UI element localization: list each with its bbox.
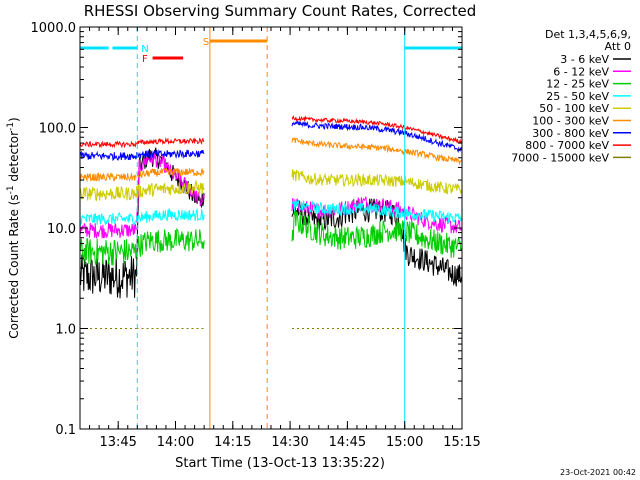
series-line-4-0 [79, 186, 137, 202]
legend-label-7: 800 - 7000 keV [525, 139, 609, 152]
flag-label-2: F [142, 54, 148, 65]
legend-label-0: 3 - 6 keV [560, 53, 609, 66]
legend-header-1: Det 1,3,4,5,6,9, [545, 28, 631, 41]
series-line-5-1 [136, 167, 205, 179]
series-line-7-0 [79, 140, 137, 149]
series-5 [79, 137, 463, 183]
series-line-2-2 [291, 210, 463, 258]
axis-layer: 1000.0 100.0 10.0 1.0 0.1 13:45 14:00 14:15 14:3… [31, 21, 481, 450]
x-tick-label-6: 15:15 [443, 435, 480, 450]
series-7 [79, 114, 463, 149]
x-tick-label-2: 14:15 [214, 435, 251, 450]
series-line-1-0 [79, 222, 137, 239]
series-line-3-2 [291, 198, 463, 224]
y-tick-label-1: 100.0 [39, 122, 76, 137]
series-6 [79, 119, 463, 162]
y-axis-label-main: Corrected Count Rate (s [7, 194, 21, 338]
series-line-0-0 [79, 254, 137, 299]
legend-label-6: 300 - 800 keV [532, 127, 609, 140]
flag-layer: NF S [79, 27, 463, 429]
y-tick-label-4: 0.1 [55, 423, 76, 438]
series-line-6-0 [79, 150, 137, 162]
legend-label-4: 50 - 100 keV [539, 102, 609, 115]
series-line-5-0 [79, 172, 137, 183]
series-layer [79, 114, 463, 329]
x-axis-label: Start Time (13-Oct-13 13:35:22) [175, 456, 385, 471]
y-axis-label: Corrected Count Rate (s-1 detector-1) [6, 117, 21, 338]
x-tick-label-0: 13:45 [99, 435, 136, 450]
y-tick-label-2: 10.0 [47, 222, 76, 237]
series-line-7-1 [136, 136, 205, 146]
legend-label-3: 25 - 50 keV [546, 90, 609, 103]
legend-header-2: Att 0 [605, 40, 631, 53]
x-tick-label-4: 14:45 [329, 435, 366, 450]
legend-label-2: 12 - 25 keV [546, 78, 609, 91]
chart-title: RHESSI Observing Summary Count Rates, Co… [84, 2, 477, 20]
series-line-5-2 [291, 137, 463, 166]
series-line-6-1 [136, 148, 205, 160]
footer-date: 23-Oct-2021 00:42 [560, 468, 636, 477]
y-axis-label-sup2: -1 [6, 122, 16, 131]
y-axis-label-end: ) [7, 117, 21, 122]
series-2 [79, 210, 463, 266]
series-3 [79, 198, 463, 227]
series-line-6-2 [291, 119, 463, 154]
series-line-2-1 [136, 227, 205, 257]
flag-label-3: S [203, 37, 209, 48]
series-line-4-2 [291, 169, 463, 195]
series-line-4-1 [136, 179, 205, 198]
x-tick-label-5: 15:00 [386, 435, 423, 450]
y-tick-label-3: 1.0 [55, 323, 76, 338]
legend-label-5: 100 - 300 keV [532, 115, 609, 128]
legend-label-8: 7000 - 15000 keV [511, 151, 609, 164]
legend-label-1: 6 - 12 keV [553, 65, 609, 78]
series-4 [79, 169, 463, 202]
y-tick-label-0: 1000.0 [31, 21, 77, 36]
series-line-3-1 [136, 207, 205, 223]
y-axis-label-mid: detector [7, 131, 21, 186]
series-line-3-0 [79, 211, 137, 227]
series-line-2-0 [79, 237, 137, 266]
x-tick-label-3: 14:30 [271, 435, 308, 450]
series-line-7-2 [291, 114, 463, 144]
series-line-1-1 [136, 151, 205, 223]
y-axis-label-sup1: -1 [6, 185, 16, 194]
flag-label-0: N [141, 44, 148, 55]
x-tick-label-1: 14:00 [157, 435, 194, 450]
series-line-0-2 [291, 198, 463, 287]
